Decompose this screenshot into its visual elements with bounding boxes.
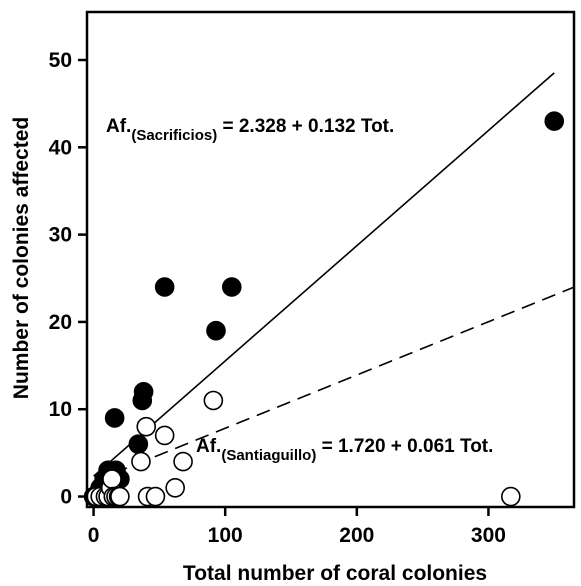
y-axis-title: Number of colonies affected bbox=[10, 117, 33, 399]
point-santiaguillo bbox=[102, 469, 122, 489]
point-santiaguillo bbox=[136, 416, 157, 437]
equation-santiaguillo: Af.(Santiaguillo) = 1.720 + 0.061 Tot. bbox=[196, 436, 493, 464]
point-santiaguillo bbox=[501, 486, 521, 507]
equation-santiaguillo-rhs: = 1.720 + 0.061 Tot. bbox=[316, 436, 493, 457]
fit-line-sacrificios bbox=[93, 72, 555, 477]
x-tick-label: 0 bbox=[88, 524, 100, 547]
y-tick-label: 30 bbox=[49, 224, 72, 247]
equation-sacrificios-subscript: (Sacrificios) bbox=[131, 127, 217, 144]
point-sacrificios bbox=[154, 277, 175, 297]
y-tick-label: 20 bbox=[49, 311, 72, 334]
y-tick-label: 10 bbox=[49, 398, 72, 421]
data-points bbox=[83, 111, 565, 507]
point-santiaguillo bbox=[110, 486, 130, 507]
y-tick-label: 40 bbox=[49, 136, 72, 159]
point-sacrificios bbox=[133, 381, 154, 402]
point-santiaguillo bbox=[145, 486, 166, 507]
y-axis-ticks: 0 10 20 30 40 50 bbox=[49, 49, 87, 509]
point-sacrificios bbox=[128, 434, 149, 454]
point-sacrificios bbox=[221, 277, 242, 297]
point-sacrificios bbox=[544, 111, 565, 131]
equation-sacrificios-rhs: = 2.328 + 0.132 Tot. bbox=[217, 116, 394, 137]
y-tick-label: 50 bbox=[49, 49, 72, 72]
equation-santiaguillo-lhs: Af. bbox=[196, 436, 221, 457]
point-santiaguillo bbox=[165, 477, 185, 498]
y-tick-label: 0 bbox=[60, 486, 72, 509]
point-sacrificios bbox=[104, 408, 125, 428]
equation-sacrificios-lhs: Af. bbox=[106, 116, 131, 137]
x-tick-label: 100 bbox=[208, 524, 243, 547]
x-axis-ticks: 0 100 200 300 bbox=[88, 507, 506, 547]
x-tick-label: 300 bbox=[471, 524, 506, 547]
point-sacrificios bbox=[206, 320, 226, 341]
regression-lines bbox=[93, 72, 575, 483]
x-tick-label: 200 bbox=[339, 524, 374, 547]
plot-frame bbox=[85, 10, 576, 509]
x-axis-title: Total number of coral colonies bbox=[183, 562, 487, 585]
point-santiaguillo bbox=[203, 390, 224, 411]
point-santiaguillo bbox=[173, 451, 193, 472]
fit-line-santiaguillo bbox=[93, 286, 575, 483]
point-santiaguillo bbox=[131, 451, 151, 472]
equation-sacrificios: Af.(Sacrificios) = 2.328 + 0.132 Tot. bbox=[106, 116, 394, 144]
equation-santiaguillo-subscript: (Santiaguillo) bbox=[221, 447, 316, 464]
point-santiaguillo bbox=[154, 425, 175, 446]
